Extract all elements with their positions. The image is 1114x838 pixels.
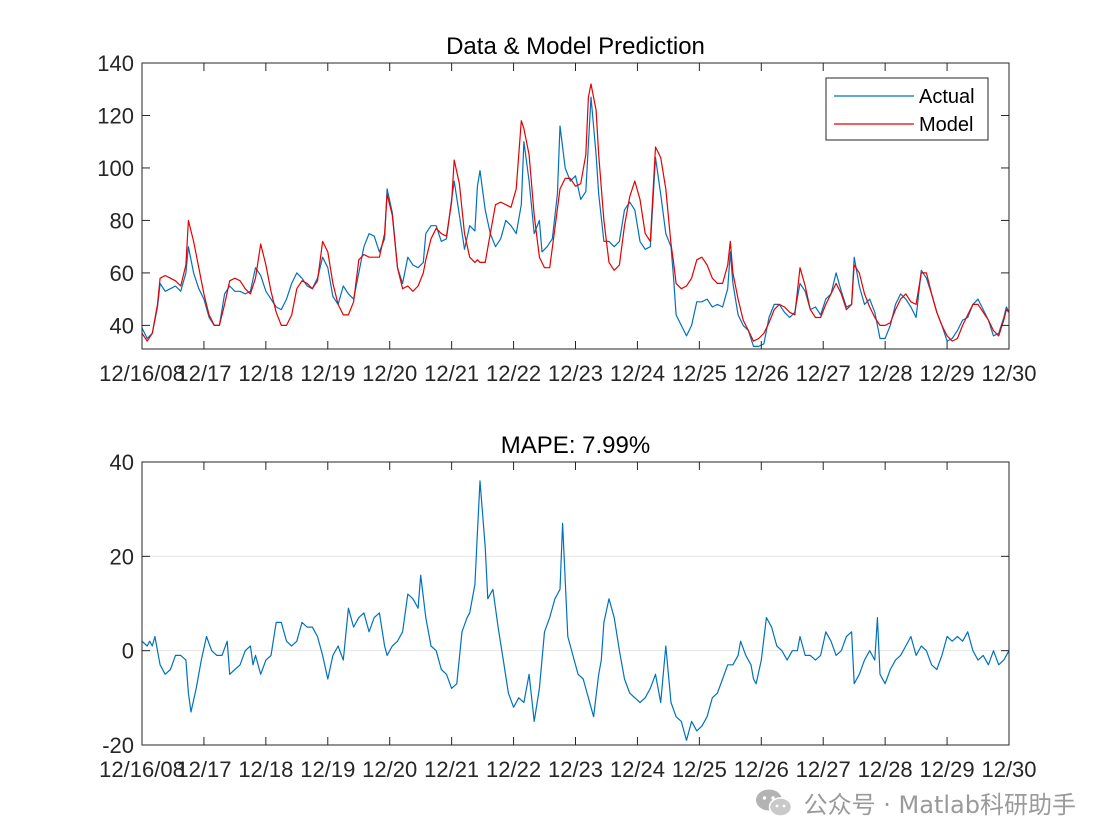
legend-box xyxy=(825,77,989,141)
x-tick-label: 12/21 xyxy=(424,757,479,782)
y-tick-label: 100 xyxy=(97,156,134,181)
x-tick-label: 12/16/08 xyxy=(99,361,185,386)
y-tick-label: 20 xyxy=(110,544,134,569)
x-tick-label: 12/17 xyxy=(176,361,231,386)
y-tick-label: 120 xyxy=(97,103,134,128)
x-tick-label: 12/20 xyxy=(362,361,417,386)
x-tick-label: 12/29 xyxy=(920,361,975,386)
x-tick-label: 12/30 xyxy=(981,361,1036,386)
series-line-model xyxy=(142,83,1009,342)
y-tick-label: 80 xyxy=(110,208,134,233)
series-line-1 xyxy=(142,480,1009,741)
x-tick-label: 12/18 xyxy=(238,757,293,782)
x-tick-label: 12/22 xyxy=(486,757,541,782)
x-tick-label: 12/27 xyxy=(796,757,851,782)
wechat-icon xyxy=(755,789,792,817)
watermark: 公众号 · Matlab科研助手 xyxy=(754,785,1076,820)
legend-label: Model xyxy=(919,114,973,136)
watermark-text: 公众号 · Matlab科研助手 xyxy=(803,791,1076,819)
series-group xyxy=(142,83,1009,347)
plot-area xyxy=(141,461,1010,746)
legend: Actual Model xyxy=(825,77,989,141)
x-tick-label: 12/18 xyxy=(238,361,293,386)
x-tick-label: 12/25 xyxy=(672,757,727,782)
y-tick-label: 40 xyxy=(110,313,134,338)
x-tick-label: 12/24 xyxy=(610,361,665,386)
x-tick-label: 12/25 xyxy=(672,361,727,386)
y-tick-label: 140 xyxy=(97,51,134,76)
x-tick-label: 12/21 xyxy=(424,361,479,386)
x-tick-label: 12/22 xyxy=(486,361,541,386)
x-tick-label: 12/16/08 xyxy=(99,757,185,782)
x-tick-label: 12/19 xyxy=(300,757,355,782)
x-tick-label: 12/29 xyxy=(920,757,975,782)
y-tick-label: 40 xyxy=(110,450,134,475)
chart-title: Data & Model Prediction xyxy=(446,33,705,60)
x-tick-label: 12/24 xyxy=(610,757,665,782)
x-tick-label: 12/17 xyxy=(176,757,231,782)
series-group xyxy=(142,480,1009,741)
x-tick-label: 12/23 xyxy=(548,361,603,386)
chart-title: MAPE: 7.99% xyxy=(501,432,650,459)
x-tick-label: 12/19 xyxy=(300,361,355,386)
y-tick-label: 60 xyxy=(110,261,134,286)
x-tick-label: 12/23 xyxy=(548,757,603,782)
x-tick-label: 12/28 xyxy=(858,757,913,782)
x-tick-label: 12/28 xyxy=(858,361,913,386)
legend-label: Actual xyxy=(919,86,975,108)
x-tick-label: 12/26 xyxy=(734,361,789,386)
x-tick-label: 12/26 xyxy=(734,757,789,782)
y-tick-label: 0 xyxy=(122,639,134,664)
x-tick-label: 12/20 xyxy=(362,757,417,782)
x-tick-label: 12/30 xyxy=(981,757,1036,782)
y-tick-label: -20 xyxy=(102,733,134,758)
x-tick-label: 12/27 xyxy=(796,361,851,386)
